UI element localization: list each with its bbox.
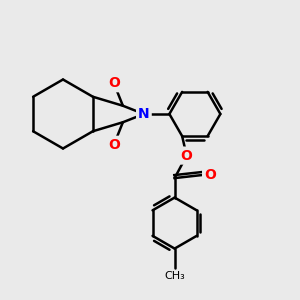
Text: O: O: [108, 76, 120, 90]
Text: O: O: [108, 138, 120, 152]
Text: O: O: [181, 148, 193, 163]
Text: O: O: [204, 168, 216, 182]
Text: N: N: [138, 107, 150, 121]
Text: CH₃: CH₃: [164, 271, 185, 281]
